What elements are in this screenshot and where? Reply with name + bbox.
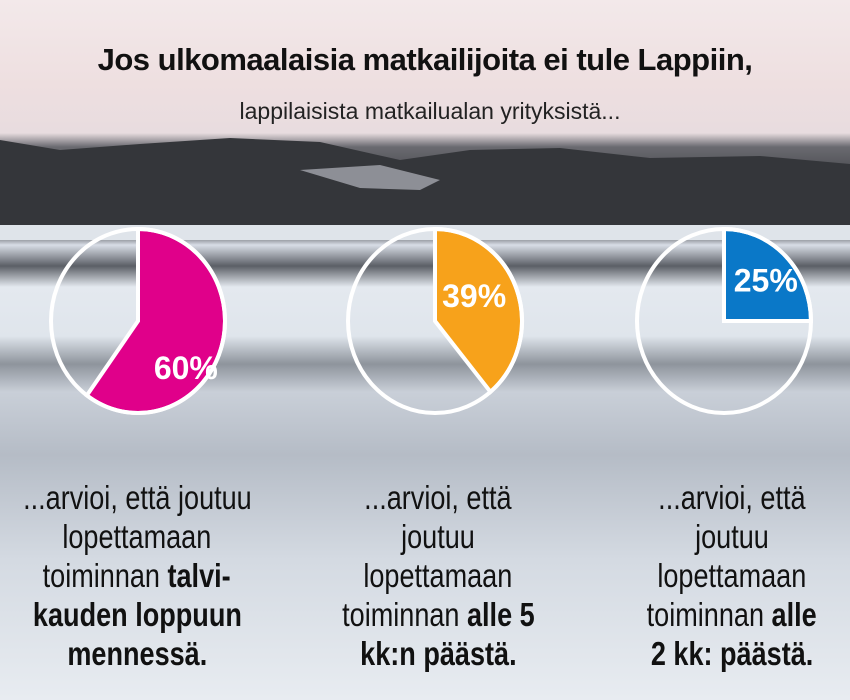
background-mountains — [0, 138, 850, 240]
caption-bold-text: 2 kk: päästä. — [650, 635, 814, 672]
pie-data-label: 39% — [442, 278, 506, 314]
caption-text: toiminnan — [647, 596, 772, 633]
pie-chart-1: 60% — [49, 226, 227, 415]
caption-text: lopettamaan — [657, 557, 807, 594]
caption-text: ...arvioi, että joutuu — [22, 479, 252, 516]
caption-line: ...arvioi, että joutuu — [0, 478, 282, 517]
pie-outline — [49, 227, 227, 415]
caption-text: lopettamaan — [62, 518, 212, 555]
pie-data-label: 60% — [154, 350, 218, 386]
caption-line: ...arvioi, että — [293, 478, 583, 517]
caption-line: joutuu — [293, 517, 583, 556]
pie-outline — [635, 227, 813, 415]
caption-line: lopettamaan — [0, 517, 282, 556]
caption-bold-text: alle 5 — [466, 596, 535, 633]
caption-line: kauden loppuun — [0, 595, 282, 634]
caption-1: ...arvioi, että joutuu lopettamaan toiminn… — [0, 478, 282, 673]
caption-text: lopettamaan — [363, 557, 513, 594]
caption-bold-text: alle — [771, 596, 817, 633]
caption-line: mennessä. — [0, 634, 282, 673]
caption-bold-text: kauden loppuun — [32, 596, 242, 633]
caption-line: 2 kk: päästä. — [587, 634, 850, 673]
caption-text: ...arvioi, että — [364, 479, 512, 516]
caption-2: ...arvioi, että joutuu lopettamaan toiminna… — [293, 478, 583, 673]
caption-text: joutuu — [695, 518, 769, 555]
chart-title: Jos ulkomaalaisia matkailijoita ei tule … — [97, 42, 753, 77]
caption-text: toiminnan — [341, 596, 467, 633]
caption-line: joutuu — [587, 517, 850, 556]
pie-chart-2: 39% — [346, 226, 524, 415]
caption-text: joutuu — [401, 518, 475, 555]
caption-line: toiminnan alle 5 — [293, 595, 583, 634]
caption-line: lopettamaan — [587, 556, 850, 595]
caption-line: ...arvioi, että — [587, 478, 850, 517]
caption-line: kk:n päästä. — [293, 634, 583, 673]
pie-data-label: 25% — [734, 263, 798, 299]
caption-bold-text: kk:n päästä. — [359, 635, 517, 672]
caption-text: toiminnan — [42, 557, 168, 594]
caption-line: toiminnan alle — [587, 595, 850, 634]
caption-text: ...arvioi, että — [658, 479, 806, 516]
pie-outline — [346, 227, 524, 415]
caption-line: lopettamaan — [293, 556, 583, 595]
caption-bold-text: mennessä. — [67, 635, 207, 672]
pie-chart-3: 25% — [635, 226, 814, 415]
caption-3: ...arvioi, että joutuu lopettamaan toiminna… — [587, 478, 850, 673]
caption-bold-text: talvi- — [167, 557, 232, 594]
chart-subtitle: lappilaisista matkailualan yrityksistä..… — [239, 98, 621, 124]
caption-line: toiminnan talvi- — [0, 556, 282, 595]
